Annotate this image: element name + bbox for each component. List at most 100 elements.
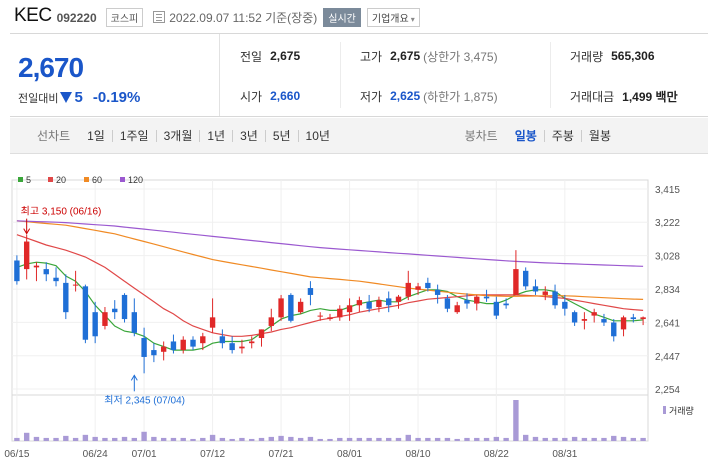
line-period-1[interactable]: 1주일 (111, 129, 156, 142)
candle-body (415, 286, 421, 290)
candle (337, 305, 343, 321)
volume-bar (405, 434, 411, 441)
candle-body (620, 317, 627, 330)
realtime-button[interactable]: 실시간 (323, 7, 361, 27)
candle-body (170, 341, 177, 351)
legend-label: 5 (26, 175, 31, 185)
candle-body (405, 282, 411, 297)
volume-bar (180, 437, 186, 441)
candle (562, 294, 568, 316)
line-period-5[interactable]: 5년 (264, 129, 298, 142)
x-tick-label: 07/12 (200, 449, 225, 460)
volume-bar (160, 437, 167, 441)
line-period-3[interactable]: 1년 (199, 129, 232, 142)
stat-label: 고가 (360, 49, 383, 64)
line-period-4[interactable]: 3년 (232, 129, 265, 142)
candle (229, 336, 235, 354)
candle (121, 293, 128, 323)
legend-label: 20 (56, 175, 66, 185)
y-tick-label: 3,028 (655, 252, 680, 263)
candle-body (395, 296, 402, 302)
upper-limit: (상한가 3,475) (423, 49, 498, 64)
volume-bar (23, 432, 30, 441)
stat-high: 고가 2,675 (상한가 3,475) (340, 36, 498, 76)
candle-period-0[interactable]: 일봉 (514, 128, 537, 143)
candle-body (337, 308, 343, 318)
candle-body (523, 270, 529, 287)
x-tick-label: 06/24 (83, 449, 108, 460)
candle-period-2[interactable]: 월봉 (580, 129, 618, 142)
volume-legend-swatch (663, 406, 666, 414)
candle-body (317, 315, 323, 317)
candle-body (121, 294, 128, 320)
candle-body (229, 343, 235, 351)
candle-period-1[interactable]: 주봉 (543, 129, 581, 142)
max-arrow-head (23, 228, 31, 235)
candle (552, 284, 558, 309)
candle (92, 301, 98, 344)
line-period-2[interactable]: 3개월 (155, 129, 200, 142)
candle (513, 250, 519, 295)
volume-bar (571, 436, 578, 441)
candle-body (611, 322, 617, 337)
candle (581, 312, 588, 330)
legend-swatch (18, 177, 23, 182)
candle-chart-periods: 봉차트 일봉 주봉 월봉 (465, 127, 618, 144)
volume-bar (444, 437, 451, 441)
lower-limit: (하한가 1,875) (423, 89, 498, 104)
volume-bar (523, 434, 529, 441)
candle (493, 296, 500, 320)
candle (405, 270, 411, 301)
candle-body (532, 286, 539, 292)
stat-value: 2,675 (270, 49, 301, 63)
timestamp: 2022.09.07 11:52 기준(장중) (169, 10, 318, 25)
candle-body (493, 301, 500, 316)
x-tick-label: 07/01 (132, 449, 157, 460)
candle (53, 267, 59, 287)
legend-swatch (120, 177, 125, 182)
stat-value: 565,306 (611, 49, 655, 63)
candle-body (82, 286, 89, 340)
price-box: 2,670 전일대비 5 -0.19% (10, 34, 220, 116)
line-period-6[interactable]: 10년 (297, 129, 337, 142)
candle (415, 282, 421, 295)
candle (151, 343, 157, 363)
candle-body (483, 296, 490, 299)
stat-value: 1,499 백만 (622, 89, 678, 104)
candle-body (112, 308, 118, 313)
volume-bar (43, 437, 49, 441)
volume-bar (611, 435, 617, 441)
candle-body (297, 301, 304, 313)
candle-body (102, 312, 108, 326)
candle (620, 315, 627, 337)
stock-chart[interactable]: 3,415 3,222 3,028 2,834 2,641 2,447 2,254 06/15… (0, 160, 708, 464)
y-tick-label: 3,415 (655, 185, 680, 196)
candle (542, 286, 548, 301)
company-overview-dropdown[interactable]: 기업개요 ▾ (366, 7, 420, 27)
stat-volume: 거래량 565,306 (550, 36, 655, 76)
stat-value: 2,675 (390, 49, 421, 63)
candle (434, 284, 441, 304)
stats-grid: 전일 2,675 고가 2,675 (상한가 3,475) 거래량 565,30… (220, 34, 708, 116)
change-row: 전일대비 5 -0.19% (18, 89, 140, 106)
candle (464, 293, 470, 309)
candle (258, 329, 265, 347)
candle (444, 294, 451, 313)
candle-body (200, 336, 206, 344)
candle (386, 291, 392, 313)
volume-bar (415, 437, 421, 441)
divider (550, 42, 551, 108)
volume-bar (33, 436, 40, 441)
candle (239, 339, 245, 354)
candle (640, 316, 646, 326)
line-period-0[interactable]: 1일 (87, 128, 105, 143)
candle (532, 279, 539, 295)
candle (425, 277, 431, 292)
chevron-down-icon: ▾ (410, 14, 415, 24)
change-label: 전일대비 (18, 92, 59, 105)
x-tick-label: 08/01 (337, 449, 362, 460)
volume-bar (170, 437, 177, 441)
volume-bar (151, 436, 157, 441)
volume-bar (112, 437, 118, 441)
stock-code: 092220 (56, 10, 97, 25)
